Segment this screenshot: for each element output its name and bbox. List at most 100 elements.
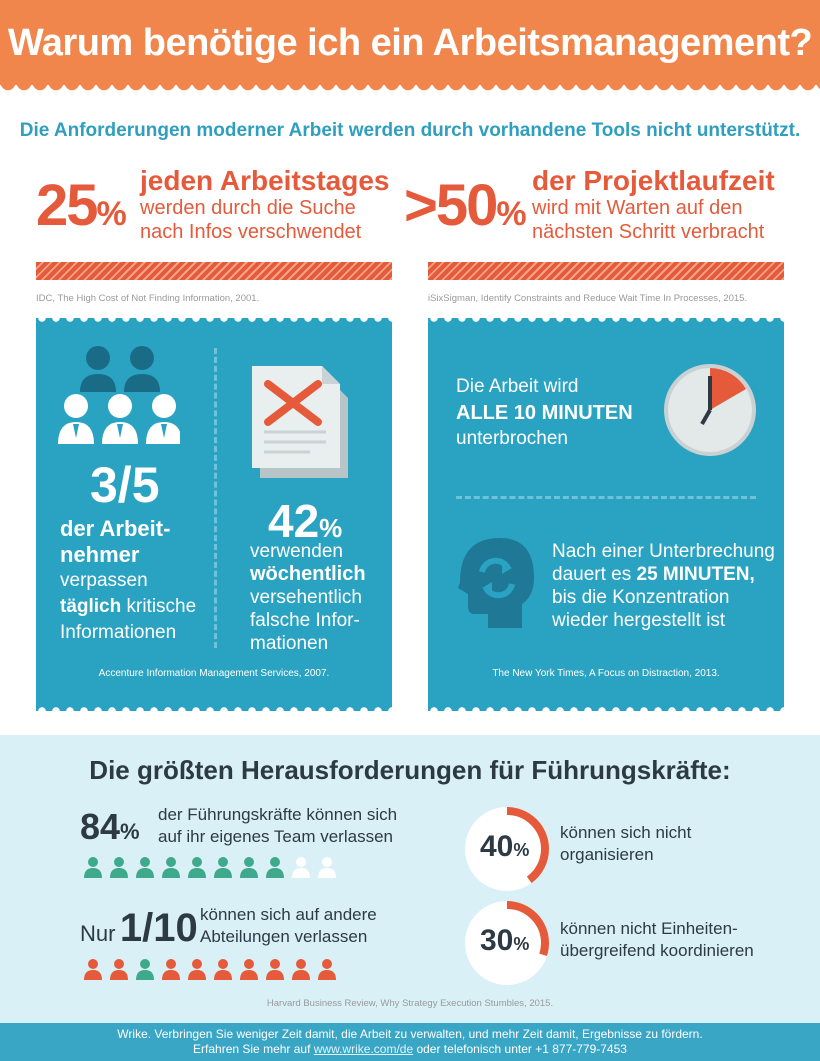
stat-84-percent: 84% — [80, 806, 140, 848]
footer-phone: oder telefonisch unter +1 877-779-7453 — [413, 1042, 627, 1056]
subtitle: Die Anforderungen moderner Arbeit werden… — [19, 120, 801, 141]
right-info-panel: Die Arbeit wird ALLE 10 MINUTEN unterbro… — [428, 313, 784, 716]
stat-40-percent: 40% — [480, 830, 529, 864]
text-line: organisieren — [560, 845, 654, 864]
text-line: der Arbeit- — [60, 516, 171, 541]
text-line: bis die Konzentration — [552, 587, 730, 608]
source-accenture: Accenture Information Management Service… — [98, 668, 330, 679]
striped-divider — [428, 262, 784, 280]
person-icon — [162, 959, 180, 980]
stat-50-percent: >50% — [404, 172, 527, 239]
source-isixsigma: iSixSigman, Identify Constraints and Red… — [428, 293, 748, 304]
text-bold: täglich — [60, 596, 122, 617]
text-line: mationen — [250, 633, 329, 654]
page-title: Warum benötige ich ein Arbeitsmanagement… — [7, 22, 813, 64]
stat-number: 40 — [480, 830, 514, 863]
text-bold: wöchentlich — [250, 563, 366, 585]
text-line: falsche Infor- — [250, 610, 360, 631]
stat-heading: jeden Arbeitstages — [140, 165, 390, 196]
stat-percent-sign: % — [496, 195, 527, 233]
text-bold: 25 MINUTEN, — [636, 564, 755, 585]
coordinate-text: können nicht Einheiten- übergreifend koo… — [560, 918, 754, 962]
wrong-document-icon — [252, 366, 348, 478]
left-info-panel: 3/5 der Arbeit- nehmer verpassen täglich… — [36, 313, 392, 716]
source-nyt: The New York Times, A Focus on Distracti… — [492, 668, 720, 679]
stat-number: 25 — [36, 173, 98, 238]
person-icon — [136, 959, 154, 980]
stat-percent-sign: % — [96, 195, 127, 233]
text-line: können nicht Einheiten- — [560, 919, 738, 938]
organize-ring — [465, 807, 549, 891]
person-icon — [110, 857, 128, 878]
text-line: der Führungskräfte können sich — [158, 805, 398, 824]
employees-text: der Arbeit- nehmer verpassen täglich kri… — [60, 516, 196, 646]
stat-number: 30 — [480, 924, 514, 957]
footer-text: Erfahren Sie mehr auf — [193, 1042, 314, 1056]
head-refresh-icon — [458, 538, 534, 628]
stat-line: nächsten Schritt verbracht — [532, 221, 765, 243]
text-line: Nach einer Unterbrechung — [552, 541, 775, 562]
person-icon — [162, 857, 180, 878]
person-icon — [214, 857, 232, 878]
stat-30-percent: 30% — [480, 924, 529, 958]
footer-line: Wrike. Verbringen Sie weniger Zeit damit… — [117, 1027, 703, 1041]
stat-50-text: der Projektlaufzeit wird mit Warten auf … — [532, 166, 775, 244]
person-icon — [318, 857, 336, 878]
wrike-link[interactable]: www.wrike.com/de — [313, 1042, 414, 1056]
person-icon — [110, 959, 128, 980]
person-icon — [84, 959, 102, 980]
text-line: übergreifend koordinieren — [560, 941, 754, 960]
text-line: verpassen — [60, 570, 148, 591]
vertical-divider — [214, 348, 217, 648]
interrupt-text: Die Arbeit wird ALLE 10 MINUTEN unterbro… — [456, 374, 633, 452]
text-line: wieder hergestellt ist — [552, 610, 726, 631]
text-line: können sich auf andere — [200, 905, 377, 924]
source-hbr: Harvard Business Review, Why Strategy Ex… — [266, 998, 554, 1009]
people-group-icon — [58, 346, 180, 444]
text-line: nehmer — [60, 542, 140, 567]
footer: Wrike. Verbringen Sie weniger Zeit damit… — [0, 1023, 820, 1061]
stat-1-10: Nur 1/10 — [80, 906, 198, 951]
striped-divider — [36, 262, 392, 280]
stat-percent-sign: % — [319, 513, 343, 543]
text-line: verwenden — [250, 541, 343, 562]
person-icon — [136, 857, 154, 878]
text-line: unterbrochen — [456, 428, 568, 449]
coordinate-ring — [465, 901, 549, 985]
clock-icon — [664, 364, 756, 456]
fraction-3-5: 3/5 — [90, 457, 160, 513]
stat-heading: der Projektlaufzeit — [532, 165, 775, 196]
stat-number: 84 — [80, 806, 121, 847]
text-bold: ALLE 10 MINUTEN — [456, 402, 633, 424]
person-icon — [214, 959, 232, 980]
stat-percent-sign: % — [120, 819, 140, 844]
stat-number: >50 — [404, 173, 498, 238]
person-icon — [266, 857, 284, 878]
stat-line: werden durch die Suche — [140, 197, 356, 219]
person-icon — [84, 857, 102, 878]
stat-percent-sign: % — [513, 840, 530, 860]
text-line: auf ihr eigenes Team verlassen — [158, 827, 393, 846]
person-icon — [240, 959, 258, 980]
person-icon — [292, 857, 310, 878]
text-line: können sich nicht — [560, 823, 692, 842]
source-idc: IDC, The High Cost of Not Finding Inform… — [36, 293, 260, 304]
stat-line: nach Infos verschwendet — [140, 221, 362, 243]
person-icon — [240, 857, 258, 878]
organize-text: können sich nicht organisieren — [560, 822, 691, 866]
header-banner: Warum benötige ich ein Arbeitsmanagement… — [0, 0, 820, 97]
team-people-row — [82, 856, 338, 878]
stat-number: 1/10 — [119, 906, 198, 950]
stat-prefix: Nur — [80, 921, 116, 946]
recover-text: Nach einer Unterbrechung dauert es 25 MI… — [552, 540, 775, 632]
text-line: versehentlich — [250, 587, 362, 608]
text-line: dauert es — [552, 564, 637, 585]
text-line: kritische — [121, 596, 197, 617]
team-text: der Führungskräfte können sich auf ihr e… — [158, 804, 397, 848]
person-icon — [318, 959, 336, 980]
other-people-row — [82, 958, 338, 980]
person-icon — [266, 959, 284, 980]
stat-percent-sign: % — [513, 934, 530, 954]
leaders-title: Die größten Herausforderungen für Führun… — [89, 755, 731, 785]
person-icon — [292, 959, 310, 980]
